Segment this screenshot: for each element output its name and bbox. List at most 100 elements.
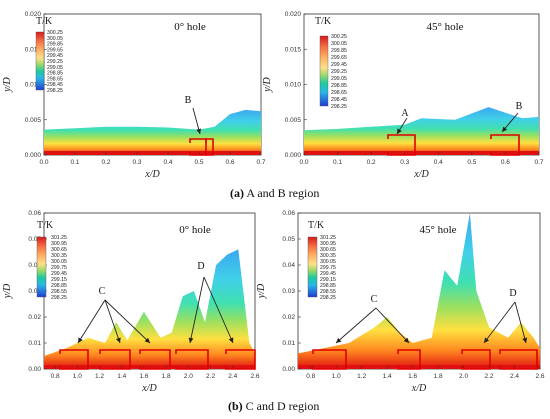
- y-tick-label: 0.010: [25, 82, 42, 89]
- legend-label: 299.45: [320, 271, 336, 277]
- temperature-field: [44, 249, 255, 369]
- legend-label: 298.55: [51, 289, 67, 295]
- region-box: [99, 349, 131, 370]
- y-tick-label: 0.005: [285, 117, 302, 124]
- legend-label: 299.75: [51, 265, 67, 271]
- x-tick-label: 2.6: [535, 373, 544, 380]
- x-tick-label: 2.2: [206, 373, 215, 380]
- region-box: [490, 134, 520, 156]
- panel-b-right: 0.8 1.0 1.2 1.4 1.6 1.8 2.0 2.2 2.4 2.6 0.00 0.01 0.…: [256, 210, 545, 394]
- annotation-arrow: [514, 301, 527, 344]
- x-tick-label: 0.4: [434, 159, 443, 166]
- x-tick-label: 0.2: [367, 159, 376, 166]
- panel-a-right: 0.0 0.1 0.2 0.3 0.4 0.5 0.6 0.7 0.000 0.005 0.010 0…: [262, 11, 544, 180]
- x-tick-label: 2.0: [459, 373, 468, 380]
- legend-label: 299.45: [51, 271, 67, 277]
- region-box: [139, 349, 171, 370]
- arrow-head: [115, 337, 121, 343]
- y-tick-label: 0.010: [285, 82, 302, 89]
- annotation-arrow: [483, 301, 516, 344]
- y-tick-label: 0.000: [285, 152, 302, 159]
- legend-label: 298.65: [47, 76, 63, 82]
- x-tick-label: 0.5: [467, 159, 476, 166]
- legend-label: 298.85: [331, 83, 347, 89]
- annotation-label-d: D: [509, 288, 516, 299]
- x-axis-label: x/D: [413, 169, 429, 180]
- x-tick-label: 0.0: [299, 159, 308, 166]
- legend-label: 298.85: [47, 71, 63, 77]
- x-axis-label: x/D: [144, 169, 160, 180]
- legend-title: T/K: [308, 220, 325, 231]
- annotation-arrow: [104, 299, 121, 344]
- legend-label: 298.55: [320, 289, 336, 295]
- y-tick-label: 0.05: [282, 236, 295, 243]
- legend-label: 300.95: [320, 241, 336, 247]
- hot-wall-layer: [44, 365, 255, 369]
- legend-label: 298.45: [47, 82, 63, 88]
- caption-a-label: (a): [230, 186, 244, 200]
- legend-label: 299.05: [47, 65, 63, 71]
- panel-title: 0° hole: [179, 224, 211, 236]
- caption-b-text: C and D region: [242, 399, 320, 413]
- panel-title: 45° hole: [426, 21, 463, 33]
- hot-wall-layer: [44, 151, 261, 155]
- arrow-head: [397, 128, 402, 134]
- legend-label: 300.05: [331, 41, 347, 47]
- caption-a: (a) A and B region: [230, 186, 319, 201]
- x-tick-label: 2.2: [485, 373, 494, 380]
- x-tick-label: 1.0: [73, 373, 82, 380]
- x-tick-label: 1.4: [117, 373, 126, 380]
- arrow-head: [484, 337, 490, 343]
- legend-label: 298.85: [320, 283, 336, 289]
- y-tick-label: 0.03: [282, 288, 295, 295]
- x-axis-label: x/D: [411, 383, 427, 394]
- legend-label: 300.25: [331, 34, 347, 40]
- legend-label: 299.05: [331, 76, 347, 82]
- y-tick-label: 0.01: [28, 340, 41, 347]
- panel-a-left: 0.0 0.1 0.2 0.3 0.4 0.5 0.6 0.7 0.000 0.005 0.010 0…: [2, 11, 266, 180]
- temperature-field: [304, 107, 539, 155]
- arrow-head: [502, 126, 508, 132]
- x-tick-label: 0.5: [194, 159, 203, 166]
- legend-label: 300.95: [51, 241, 67, 247]
- legend-label: 299.75: [320, 265, 336, 271]
- annotation-arrow: [104, 299, 151, 344]
- annotation-arrow: [77, 299, 106, 344]
- legend-colorbar: [319, 35, 329, 107]
- y-tick-label: 0.00: [282, 366, 295, 373]
- y-tick-label: 0.005: [25, 117, 42, 124]
- arrow-head: [228, 337, 234, 343]
- legend-colorbar: [35, 31, 45, 91]
- legend-label: 301.25: [51, 235, 67, 241]
- region-box: [175, 349, 209, 370]
- region-box: [189, 138, 207, 156]
- x-tick-label: 2.4: [228, 373, 237, 380]
- legend-label: 298.45: [331, 97, 347, 103]
- legend-label: 298.65: [331, 90, 347, 96]
- legend-label: 299.25: [331, 69, 347, 75]
- annotation-label-c: C: [99, 286, 106, 297]
- annotation-label-d: D: [197, 261, 204, 272]
- arrow-head: [144, 337, 150, 343]
- region-box: [59, 349, 89, 370]
- x-tick-label: 1.8: [434, 373, 443, 380]
- legend-label: 300.25: [47, 30, 63, 36]
- arrow-head: [522, 337, 528, 343]
- y-tick-label: 0.000: [25, 152, 42, 159]
- y-axis-label: y/D: [262, 77, 273, 93]
- y-axis-label: y/D: [2, 283, 13, 299]
- x-tick-label: 1.4: [383, 373, 392, 380]
- legend-label: 298.25: [47, 88, 63, 94]
- legend-label: 298.25: [331, 104, 347, 110]
- legend-title: T/K: [315, 16, 332, 27]
- region-box: [387, 134, 416, 156]
- legend-label: 298.25: [51, 295, 67, 301]
- hot-wall-layer: [304, 151, 539, 155]
- y-tick-label: 0.01: [282, 340, 295, 347]
- region-box: [499, 349, 538, 370]
- legend-colorbar: [36, 236, 47, 298]
- y-axis-label: y/D: [256, 283, 267, 299]
- y-tick-label: 0.05: [28, 236, 41, 243]
- legend-title: T/K: [37, 220, 54, 231]
